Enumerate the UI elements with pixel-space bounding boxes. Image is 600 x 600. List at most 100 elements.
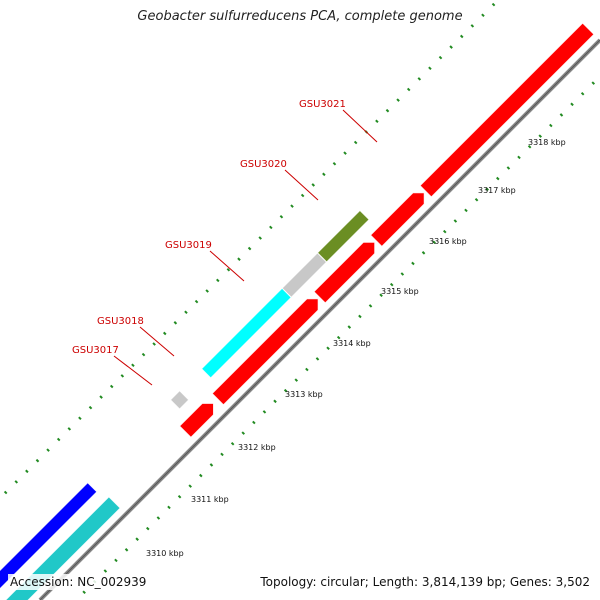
outer-tick (470, 24, 475, 28)
gene-label: GSU3020 (240, 159, 287, 170)
inner-tick (241, 431, 246, 435)
gene-label-leader (284, 169, 319, 201)
outer-tick (184, 310, 188, 314)
kbp-label: 3318 kbp (528, 138, 566, 147)
kbp-scale-labels: 3318 kbp 3317 kbp 3316 kbp 3315 kbp 3314 kbp… (146, 138, 566, 558)
outer-tick (14, 480, 19, 484)
outer-tick (247, 246, 252, 251)
inner-tick (538, 134, 542, 138)
inner-tick (135, 537, 139, 541)
inner-tick (326, 346, 330, 351)
inner-tick (230, 441, 235, 446)
outer-tick (35, 458, 40, 463)
inner-tick (252, 420, 256, 425)
gene-blue (0, 481, 98, 590)
inner-tick (580, 91, 585, 96)
outer-tick (25, 469, 29, 474)
inner-tick (389, 282, 394, 287)
kbp-label: 3312 kbp (238, 443, 276, 452)
gene-label: GSU3021 (299, 99, 346, 110)
inner-tick (591, 81, 596, 85)
inner-tick (347, 325, 352, 329)
inner-tick (273, 399, 277, 404)
outer-tick (417, 77, 422, 81)
inner-tick (549, 123, 553, 128)
outer-tick (173, 321, 178, 325)
outer-tick (406, 87, 411, 92)
outer-tick (269, 225, 273, 230)
inner-tick (527, 144, 532, 149)
inner-tick (220, 452, 224, 457)
outer-tick (279, 214, 284, 219)
kbp-label: 3313 kbp (285, 390, 323, 399)
genome-summary: Topology: circular; Length: 3,814,139 bp… (258, 574, 592, 590)
outer-tick (237, 257, 241, 261)
inner-tick (496, 176, 500, 181)
inner-tick (517, 155, 521, 160)
kbp-label: 3317 kbp (478, 186, 516, 195)
inner-tick (283, 388, 288, 393)
outer-tick (131, 363, 135, 368)
gene-olive (316, 209, 370, 263)
inner-tick (294, 378, 299, 382)
kbp-label: 3310 kbp (146, 549, 184, 558)
gene-label-leader (209, 250, 245, 282)
kbp-label: 3315 kbp (381, 287, 419, 296)
inner-tick (379, 293, 383, 298)
outer-tick (332, 161, 337, 166)
inner-tick (559, 113, 564, 117)
accession-text: Accession: NC_002939 (8, 574, 149, 590)
outer-tick (99, 395, 103, 399)
gene-label-leader (113, 355, 153, 386)
outer-tick (56, 437, 61, 442)
outer-dotted-ring (3, 2, 496, 495)
inner-tick (570, 102, 574, 107)
inner-tick (358, 314, 362, 319)
outer-tick (226, 268, 231, 272)
outer-tick (481, 13, 485, 17)
inner-tick (485, 187, 489, 191)
outer-tick (67, 427, 72, 431)
outer-tick (205, 289, 209, 293)
genome-backbone (38, 38, 600, 600)
inner-tick (103, 569, 108, 573)
inner-tick (199, 473, 203, 478)
outer-tick (428, 66, 432, 71)
red-cds-5 (419, 22, 595, 198)
outer-tick (162, 331, 167, 336)
inner-tick (305, 367, 309, 372)
gene-label-leader (139, 326, 175, 357)
kbp-label: 3314 kbp (333, 339, 371, 348)
map-title: Geobacter sulfurreducens PCA, complete g… (137, 9, 463, 24)
inner-tick (474, 198, 479, 202)
outer-tick (385, 108, 390, 113)
inner-tick (262, 410, 267, 414)
outer-tick (152, 342, 156, 346)
outer-tick (449, 45, 453, 49)
inner-tick (432, 240, 436, 244)
inner-tick (400, 272, 405, 276)
kbp-label: 3316 kbp (429, 237, 467, 246)
inner-tick (209, 463, 214, 467)
outer-tick (459, 34, 464, 39)
backbone-core (39, 39, 600, 600)
inner-tick (368, 304, 373, 308)
outer-tick (194, 299, 199, 304)
inner-tick (506, 166, 511, 170)
gene-label: GSU3017 (72, 345, 119, 356)
outer-tick (343, 151, 347, 155)
inner-tick (336, 335, 341, 340)
inner-tick (156, 516, 161, 520)
outer-tick (322, 172, 326, 177)
inner-tick (146, 526, 150, 531)
outer-tick (353, 140, 358, 145)
outer-tick (396, 98, 400, 102)
outer-tick (46, 448, 50, 452)
outer-tick (216, 278, 220, 283)
outer-tick (300, 193, 305, 198)
outer-tick (141, 352, 146, 357)
outer-tick (109, 384, 114, 389)
outer-tick (120, 374, 125, 378)
outer-tick (3, 490, 8, 495)
